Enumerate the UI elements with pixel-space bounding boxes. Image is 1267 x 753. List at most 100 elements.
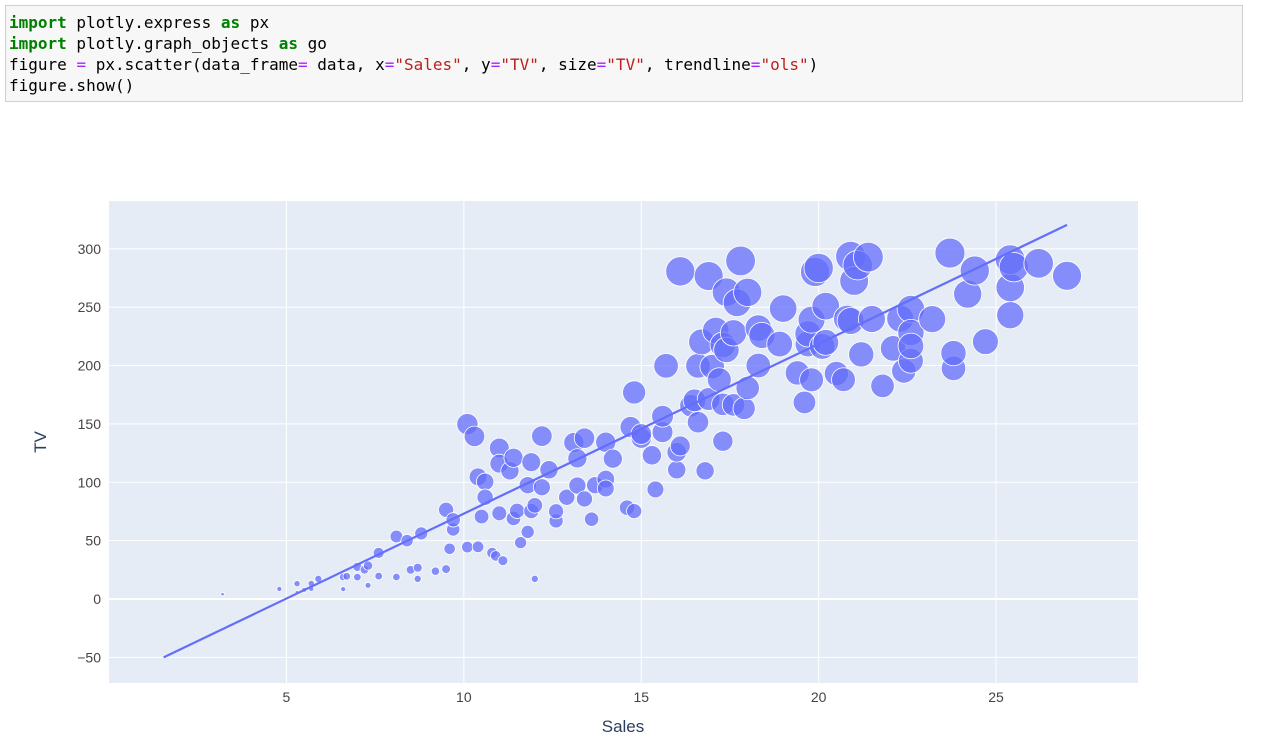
- bubble: [792, 390, 817, 415]
- bubble: [622, 380, 647, 405]
- bubble: [934, 237, 966, 269]
- bubble: [719, 319, 748, 347]
- bubble: [799, 367, 824, 393]
- bubble: [959, 255, 990, 286]
- bubble: [695, 461, 715, 481]
- bubble: [653, 353, 679, 379]
- bubble: [583, 511, 600, 527]
- y-tick-label: 200: [78, 358, 102, 374]
- bubble: [558, 488, 576, 506]
- bubble: [940, 340, 967, 367]
- bubble: [630, 423, 652, 445]
- code-line: import plotly.express as px: [9, 12, 1239, 33]
- bubble: [766, 330, 793, 358]
- code-token: plotly.graph_objects: [66, 34, 279, 53]
- bubble: [596, 479, 615, 498]
- code-token: ): [808, 55, 819, 74]
- bubble: [972, 328, 999, 355]
- bubble: [430, 566, 441, 576]
- bubble: [362, 560, 374, 571]
- bubble: [803, 252, 834, 284]
- bubble: [293, 580, 301, 588]
- bubble: [441, 564, 451, 574]
- bubble: [340, 586, 347, 593]
- bubble: [573, 427, 596, 449]
- bubble: [712, 430, 734, 452]
- bubble: [918, 305, 947, 333]
- code-token: import: [9, 34, 67, 53]
- bubble: [853, 241, 884, 273]
- bubble: [491, 505, 508, 522]
- code-token: "TV": [606, 55, 645, 74]
- bubble: [276, 585, 283, 592]
- y-tick-label: −50: [77, 649, 101, 665]
- code-cell: import plotly.express as px import plotly…: [5, 5, 1243, 102]
- bubble: [526, 497, 543, 514]
- bubble: [548, 503, 565, 520]
- code-token: plotly.express: [66, 13, 221, 32]
- y-axis-title: TV: [31, 430, 50, 452]
- x-tick-label: 20: [811, 689, 827, 705]
- bubble: [870, 373, 895, 399]
- y-tick-label: 300: [78, 241, 102, 257]
- bubble: [732, 396, 756, 420]
- code-token: data, x: [307, 55, 385, 74]
- bubble: [568, 476, 587, 495]
- code-token: =: [298, 55, 308, 74]
- code-token: px.scatter(data_frame: [86, 55, 298, 74]
- bubble: [342, 572, 351, 581]
- bubble: [646, 480, 665, 499]
- code-token: "ols": [760, 55, 809, 74]
- bubble: [521, 452, 542, 473]
- code-line: figure = px.scatter(data_frame= data, x=…: [9, 54, 1239, 75]
- bubble: [463, 425, 486, 448]
- bubble: [353, 572, 362, 582]
- bubble: [461, 540, 474, 554]
- bubble: [686, 411, 710, 434]
- bubble: [1052, 260, 1082, 291]
- bubble: [665, 256, 696, 287]
- x-tick-label: 5: [283, 689, 291, 705]
- bubble: [735, 375, 760, 401]
- bubble: [651, 404, 674, 428]
- bubble: [532, 478, 551, 497]
- y-tick-label: 0: [93, 591, 101, 607]
- y-tick-label: 250: [78, 299, 102, 315]
- code-line: import plotly.graph_objects as go: [9, 33, 1239, 54]
- code-token: "TV": [500, 55, 539, 74]
- code-token: =: [76, 55, 87, 74]
- code-token: , size: [538, 55, 597, 74]
- bubble: [733, 277, 763, 307]
- code-token: "Sales": [394, 55, 462, 74]
- x-tick-label: 10: [456, 689, 472, 705]
- code-token: import: [9, 13, 67, 32]
- code-token: =: [596, 55, 607, 74]
- bubble: [531, 425, 553, 447]
- bubble: [364, 581, 372, 589]
- bubble: [641, 445, 662, 466]
- bubble: [745, 352, 772, 379]
- y-tick-label: 50: [85, 533, 101, 549]
- bubble: [626, 503, 643, 520]
- code-token: figure: [9, 55, 77, 74]
- bubble: [1023, 248, 1054, 279]
- code-token: as: [278, 34, 298, 53]
- bubble: [413, 574, 422, 583]
- bubble: [514, 536, 528, 550]
- bubble: [811, 291, 840, 321]
- bubble: [412, 562, 423, 573]
- code-token: , y: [461, 55, 491, 74]
- bubble: [831, 367, 856, 393]
- bubble: [443, 542, 456, 555]
- bubble: [220, 592, 225, 597]
- code-token: as: [220, 13, 241, 32]
- bubble: [503, 447, 524, 468]
- code-token: =: [490, 55, 501, 74]
- bubble: [475, 472, 495, 491]
- code-token: =: [750, 55, 761, 74]
- bubble: [812, 329, 840, 356]
- bubble: [473, 508, 490, 525]
- bubble: [848, 341, 875, 368]
- bubble: [497, 555, 509, 567]
- y-tick-label: 150: [78, 416, 102, 432]
